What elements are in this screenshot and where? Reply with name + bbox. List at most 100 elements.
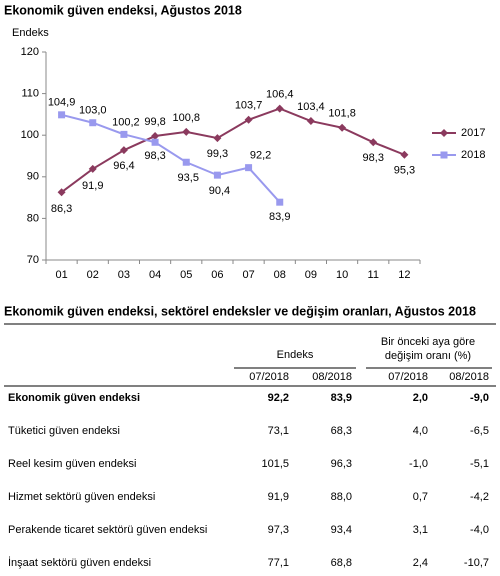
- table-cell: 93,4: [331, 524, 352, 536]
- table-cell: 4,0: [413, 425, 428, 437]
- x-tick-label: 07: [242, 269, 254, 281]
- table-cell: 88,0: [331, 491, 352, 503]
- point: [400, 150, 409, 159]
- legend-marker: [440, 129, 448, 137]
- point: [244, 115, 253, 124]
- x-tick-label: 12: [398, 269, 410, 281]
- x-tick-label: 11: [368, 269, 379, 281]
- table-title: Ekonomik güven endeksi, sektörel endeksl…: [4, 304, 476, 318]
- x-tick-label: 02: [87, 269, 99, 281]
- y-tick-label: 90: [27, 171, 39, 183]
- table-cell: 91,9: [268, 491, 289, 503]
- data-label: 90,4: [209, 185, 230, 197]
- series-line: [60, 107, 405, 193]
- x-tick-label: 03: [118, 269, 130, 281]
- data-label: 93,5: [178, 172, 199, 184]
- point: [245, 164, 253, 172]
- y-axis-label: Endeks: [12, 27, 49, 39]
- table-cell: -5,1: [470, 458, 489, 470]
- data-label: 98,3: [363, 152, 384, 164]
- point: [213, 171, 221, 179]
- legend-label: 2018: [461, 149, 485, 161]
- point: [276, 198, 284, 206]
- data-label: 99,3: [207, 148, 228, 160]
- y-tick-label: 100: [21, 129, 39, 141]
- column-header: 07/2018: [249, 371, 289, 383]
- row-label: Ekonomik güven endeksi: [8, 392, 140, 404]
- y-tick-label: 80: [27, 212, 39, 224]
- table-cell: -1,0: [409, 458, 428, 470]
- table-cell: 68,8: [331, 557, 352, 569]
- point: [306, 117, 315, 126]
- x-tick-label: 09: [305, 269, 317, 281]
- data-label: 91,9: [82, 180, 103, 192]
- table-cell: 83,9: [331, 392, 352, 404]
- x-tick-label: 06: [211, 269, 223, 281]
- y-tick-label: 110: [21, 88, 39, 100]
- table-cell: 73,1: [268, 425, 289, 437]
- x-tick-label: 08: [274, 269, 286, 281]
- point: [57, 188, 66, 197]
- table-cell: 3,1: [413, 524, 428, 536]
- data-label: 101,8: [328, 108, 356, 120]
- table-cell: 97,3: [268, 524, 289, 536]
- data-label: 86,3: [51, 203, 72, 215]
- group-header: Bir önceki aya göre: [381, 336, 475, 348]
- data-label: 106,4: [266, 88, 294, 100]
- table-cell: 2,0: [413, 392, 428, 404]
- row-label: Hizmet sektörü güven endeksi: [8, 491, 155, 503]
- point: [58, 111, 66, 119]
- data-label: 96,4: [113, 160, 134, 172]
- point: [182, 127, 191, 136]
- group-header: Endeks: [277, 349, 314, 361]
- point: [338, 123, 347, 132]
- point: [213, 134, 222, 143]
- point: [119, 146, 128, 155]
- point: [369, 138, 378, 147]
- x-tick-label: 04: [149, 269, 161, 281]
- point: [275, 104, 284, 113]
- data-label: 98,3: [144, 150, 165, 162]
- point: [88, 164, 97, 173]
- table-cell: 101,5: [261, 458, 289, 470]
- series-line: [61, 113, 281, 203]
- row-label: Tüketici güven endeksi: [8, 425, 120, 437]
- table-cell: -10,7: [464, 557, 489, 569]
- x-tick-label: 01: [55, 269, 67, 281]
- column-header: 07/2018: [388, 371, 428, 383]
- data-label: 92,2: [250, 150, 271, 162]
- x-tick-label: 10: [336, 269, 348, 281]
- table-cell: -9,0: [470, 392, 489, 404]
- group-header: değişim oranı (%): [385, 350, 471, 362]
- row-label: İnşaat sektörü güven endeksi: [8, 556, 151, 569]
- y-tick-label: 70: [27, 254, 39, 266]
- row-label: Reel kesim güven endeksi: [8, 458, 136, 470]
- point: [89, 119, 97, 127]
- table-cell: 0,7: [413, 491, 428, 503]
- table-cell: -4,0: [470, 524, 489, 536]
- data-label: 100,2: [112, 116, 140, 128]
- point: [151, 138, 159, 146]
- point: [120, 130, 128, 138]
- data-label: 104,9: [48, 97, 76, 109]
- row-label: Perakende ticaret sektörü güven endeksi: [8, 524, 207, 536]
- table-cell: 96,3: [331, 458, 352, 470]
- data-label: 103,7: [235, 100, 263, 112]
- y-tick-label: 120: [21, 46, 39, 58]
- table-cell: 68,3: [331, 425, 352, 437]
- table-cell: 92,2: [268, 392, 289, 404]
- data-label: 100,8: [172, 112, 200, 124]
- table-cell: 77,1: [268, 557, 289, 569]
- legend-label: 2017: [461, 127, 485, 139]
- data-label: 103,0: [79, 105, 107, 117]
- table-cell: -6,5: [470, 425, 489, 437]
- data-label: 99,8: [144, 116, 165, 128]
- table-cell: -4,2: [470, 491, 489, 503]
- column-header: 08/2018: [312, 371, 352, 383]
- legend-marker: [440, 151, 448, 159]
- point: [182, 158, 190, 166]
- data-label: 83,9: [269, 211, 290, 223]
- data-label: 95,3: [394, 165, 415, 177]
- table-cell: 2,4: [413, 557, 428, 569]
